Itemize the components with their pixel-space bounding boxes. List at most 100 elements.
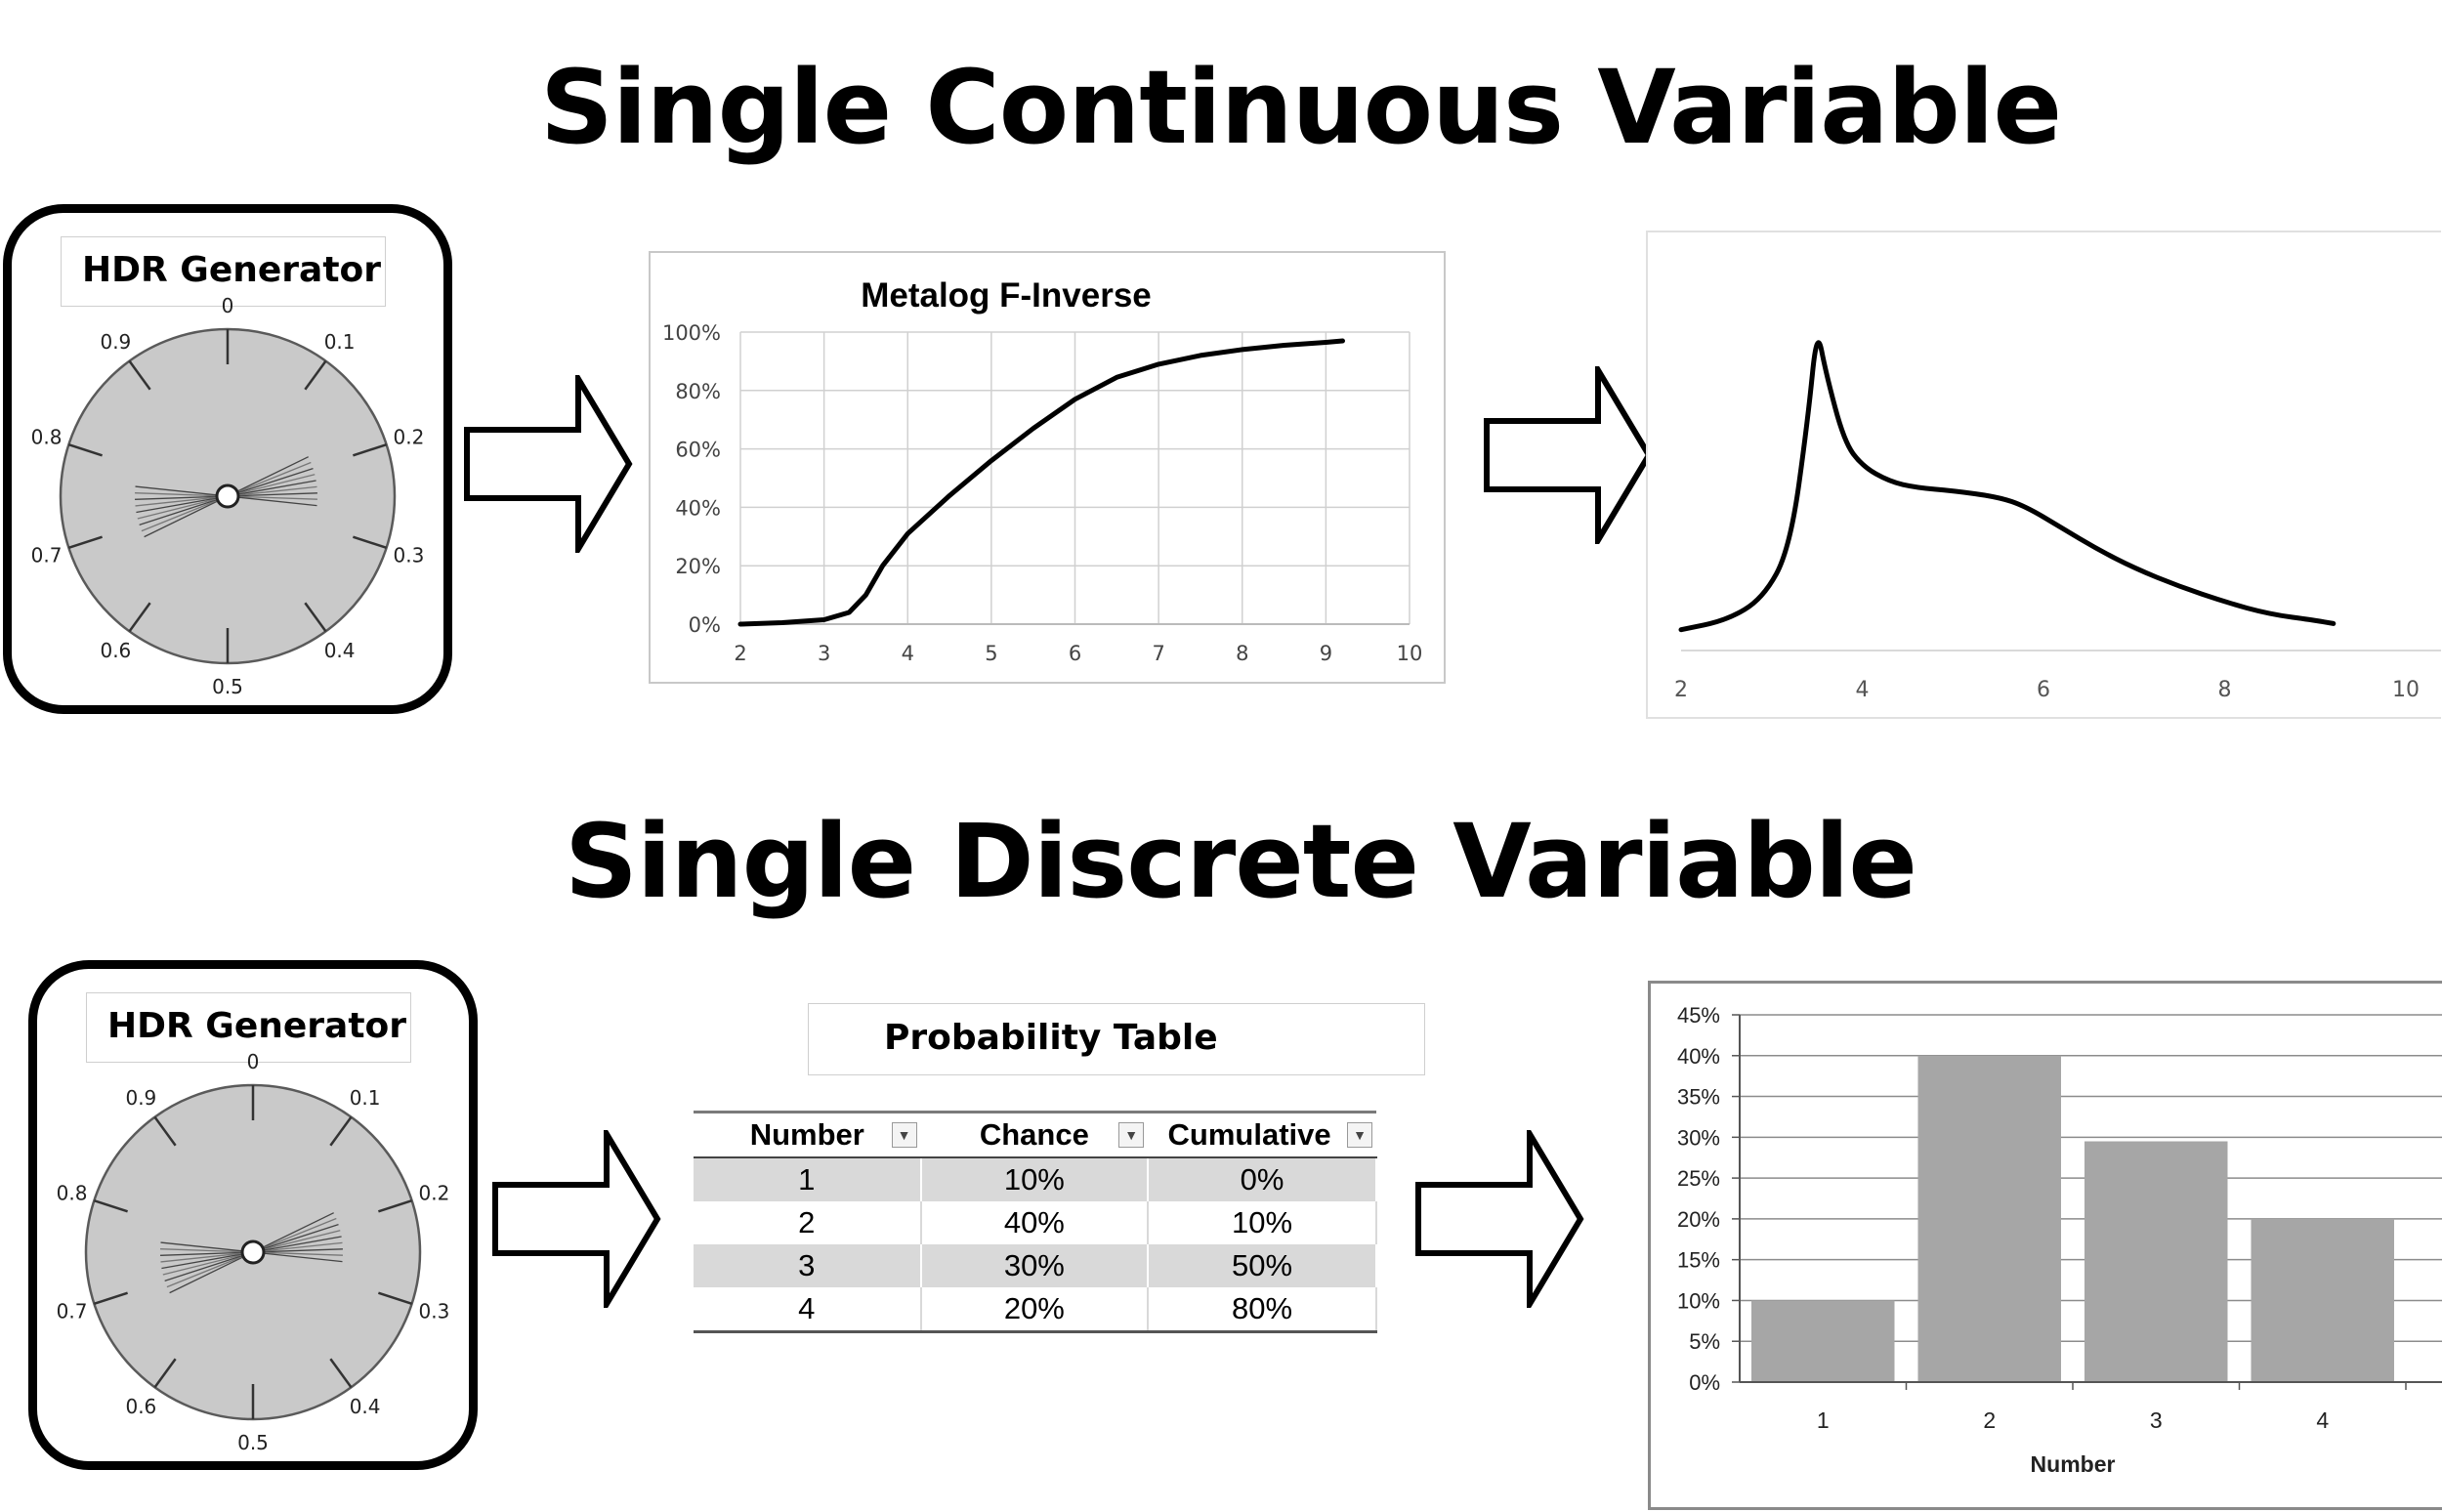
dial-tick (353, 442, 388, 457)
filter-dropdown-icon[interactable]: ▼ (1118, 1122, 1145, 1148)
x-tick-label: 3 (818, 642, 830, 665)
top-heading: Single Continuous Variable (540, 48, 2062, 167)
table-cell[interactable]: 1 (694, 1157, 922, 1201)
x-tick-label: 10 (1397, 642, 1423, 665)
dial-label: 0.4 (324, 639, 356, 662)
dial-label: 0.6 (125, 1395, 156, 1418)
x-tick-label: 2 (1674, 678, 1688, 702)
header-number[interactable]: Number ▼ (694, 1111, 921, 1158)
table-cell[interactable]: 10% (1148, 1201, 1377, 1244)
dial-label: 0.8 (31, 426, 63, 449)
header-chance[interactable]: Chance ▼ (920, 1111, 1149, 1158)
dial-tick (378, 1291, 413, 1306)
dial-label: 0.3 (419, 1299, 450, 1323)
right-arrow-icon (492, 1130, 661, 1308)
dial-tick (353, 535, 388, 550)
x-tick-label: 9 (1320, 642, 1332, 665)
dial-tick (153, 1115, 177, 1147)
y-tick-label: 0% (689, 613, 721, 637)
bar (2251, 1218, 2394, 1382)
x-tick-label: 4 (902, 642, 914, 665)
y-tick-label: 20% (675, 555, 721, 578)
x-tick-label: 8 (2218, 678, 2232, 702)
x-tick-label: 7 (1152, 642, 1164, 665)
x-axis-title: Number (2031, 1451, 2116, 1477)
dial-hub (240, 1239, 266, 1265)
y-tick-label: 100% (662, 321, 721, 345)
dial-label: 0.7 (57, 1299, 88, 1323)
x-tick-label: 4 (2316, 1407, 2329, 1433)
table-cell[interactable]: 4 (694, 1287, 922, 1333)
top-hdr-generator-title-text: HDR Generator (82, 250, 382, 290)
dial-label: 0.1 (350, 1086, 381, 1110)
x-tick-label: 5 (985, 642, 997, 665)
bar (1751, 1300, 1895, 1382)
density-chart-panel: 2 4 6 8 10 (1646, 231, 2441, 719)
table-cell[interactable]: 40% (920, 1201, 1150, 1244)
table-cell[interactable]: 10% (920, 1157, 1150, 1201)
bottom-hdr-generator-title-text: HDR Generator (107, 1006, 407, 1046)
table-row[interactable]: 1 10% 0% (694, 1157, 1377, 1201)
dial-tick (67, 442, 103, 457)
dial-tick (93, 1291, 128, 1306)
dial-label: 0.9 (125, 1086, 156, 1110)
table-cell[interactable]: 30% (920, 1244, 1150, 1287)
x-tick-label: 4 (1856, 678, 1870, 702)
header-cumulative[interactable]: Cumulative ▼ (1148, 1111, 1376, 1158)
table-cell[interactable]: 20% (920, 1287, 1150, 1333)
dial-tick (128, 359, 151, 391)
dial-label: 0.5 (237, 1431, 269, 1454)
dial-label: 0 (222, 294, 234, 317)
bar-chart-panel: 45% 40% 35% 30% 25% 20% 15% 10% 5% 0% 1 2 3 4 Number (1648, 981, 2442, 1510)
dial-tick (67, 535, 103, 550)
y-tick-label: 5% (1689, 1329, 1720, 1354)
chart-title: Metalog F-Inverse (861, 276, 1152, 315)
y-tick-label: 25% (1677, 1166, 1720, 1191)
dial-tick (329, 1115, 353, 1147)
table-cell[interactable]: 3 (694, 1244, 922, 1287)
cdf-curve (737, 338, 1345, 627)
table-row[interactable]: 3 30% 50% (694, 1244, 1377, 1287)
dial-label: 0.9 (100, 330, 131, 354)
x-tick-label: 8 (1236, 642, 1248, 665)
bar (2084, 1141, 2228, 1382)
x-tick-label: 2 (734, 642, 746, 665)
probability-table-title: Probability Table (808, 1003, 1425, 1075)
y-tick-label: 45% (1677, 1003, 1720, 1028)
dial-label: 0 (247, 1050, 260, 1073)
dial-tick (329, 1358, 353, 1389)
filter-dropdown-icon[interactable]: ▼ (1347, 1122, 1372, 1148)
x-tick-label: 10 (2392, 678, 2420, 702)
bottom-hdr-generator: HDR Generator 0 0.1 0.2 0.3 0.4 0.5 0.6 0.7 0.8 0… (28, 960, 478, 1470)
dial-tick (304, 359, 327, 391)
bottom-hdr-generator-title: HDR Generator (86, 992, 411, 1063)
y-tick-label: 40% (1677, 1044, 1720, 1069)
x-tick-label: 1 (1817, 1407, 1830, 1433)
top-dial[interactable]: 0 0.1 0.2 0.3 0.4 0.5 0.6 0.7 0.8 0.9 (12, 213, 443, 705)
y-tick-label: 20% (1677, 1207, 1720, 1232)
dial-label: 0.6 (100, 639, 131, 662)
dial-label: 0.8 (57, 1182, 88, 1205)
header-cumulative-label: Cumulative (1167, 1117, 1331, 1152)
y-tick-label: 35% (1677, 1085, 1720, 1110)
table-cell[interactable]: 0% (1148, 1157, 1377, 1201)
table-cell[interactable]: 50% (1148, 1244, 1377, 1287)
y-tick-label: 60% (675, 439, 721, 462)
filter-dropdown-icon[interactable]: ▼ (891, 1122, 917, 1148)
table-cell[interactable]: 2 (694, 1201, 922, 1244)
table-row[interactable]: 2 40% 10% (694, 1201, 1377, 1244)
table-cell[interactable]: 80% (1148, 1287, 1377, 1333)
dial-tick (304, 602, 327, 633)
top-hdr-generator: HDR Generator 0 0.1 0.2 0.3 0.4 0.5 0.6 0.7 0.8 0… (3, 204, 452, 714)
x-tick-label: 2 (1983, 1407, 1996, 1433)
bottom-dial[interactable]: 0 0.1 0.2 0.3 0.4 0.5 0.6 0.7 0.8 0.9 (37, 969, 469, 1461)
right-arrow-icon (1415, 1130, 1584, 1308)
dial-tick (153, 1358, 177, 1389)
y-tick-label: 0% (1689, 1370, 1720, 1395)
y-tick-label: 30% (1677, 1125, 1720, 1150)
dial-label: 0.5 (212, 675, 243, 698)
dial-tick (93, 1198, 128, 1213)
table-row[interactable]: 4 20% 80% (694, 1287, 1377, 1333)
x-tick-label: 3 (2150, 1407, 2163, 1433)
probability-table: Number ▼ Chance ▼ Cumulative ▼ 1 10% 0% … (694, 1111, 1377, 1333)
